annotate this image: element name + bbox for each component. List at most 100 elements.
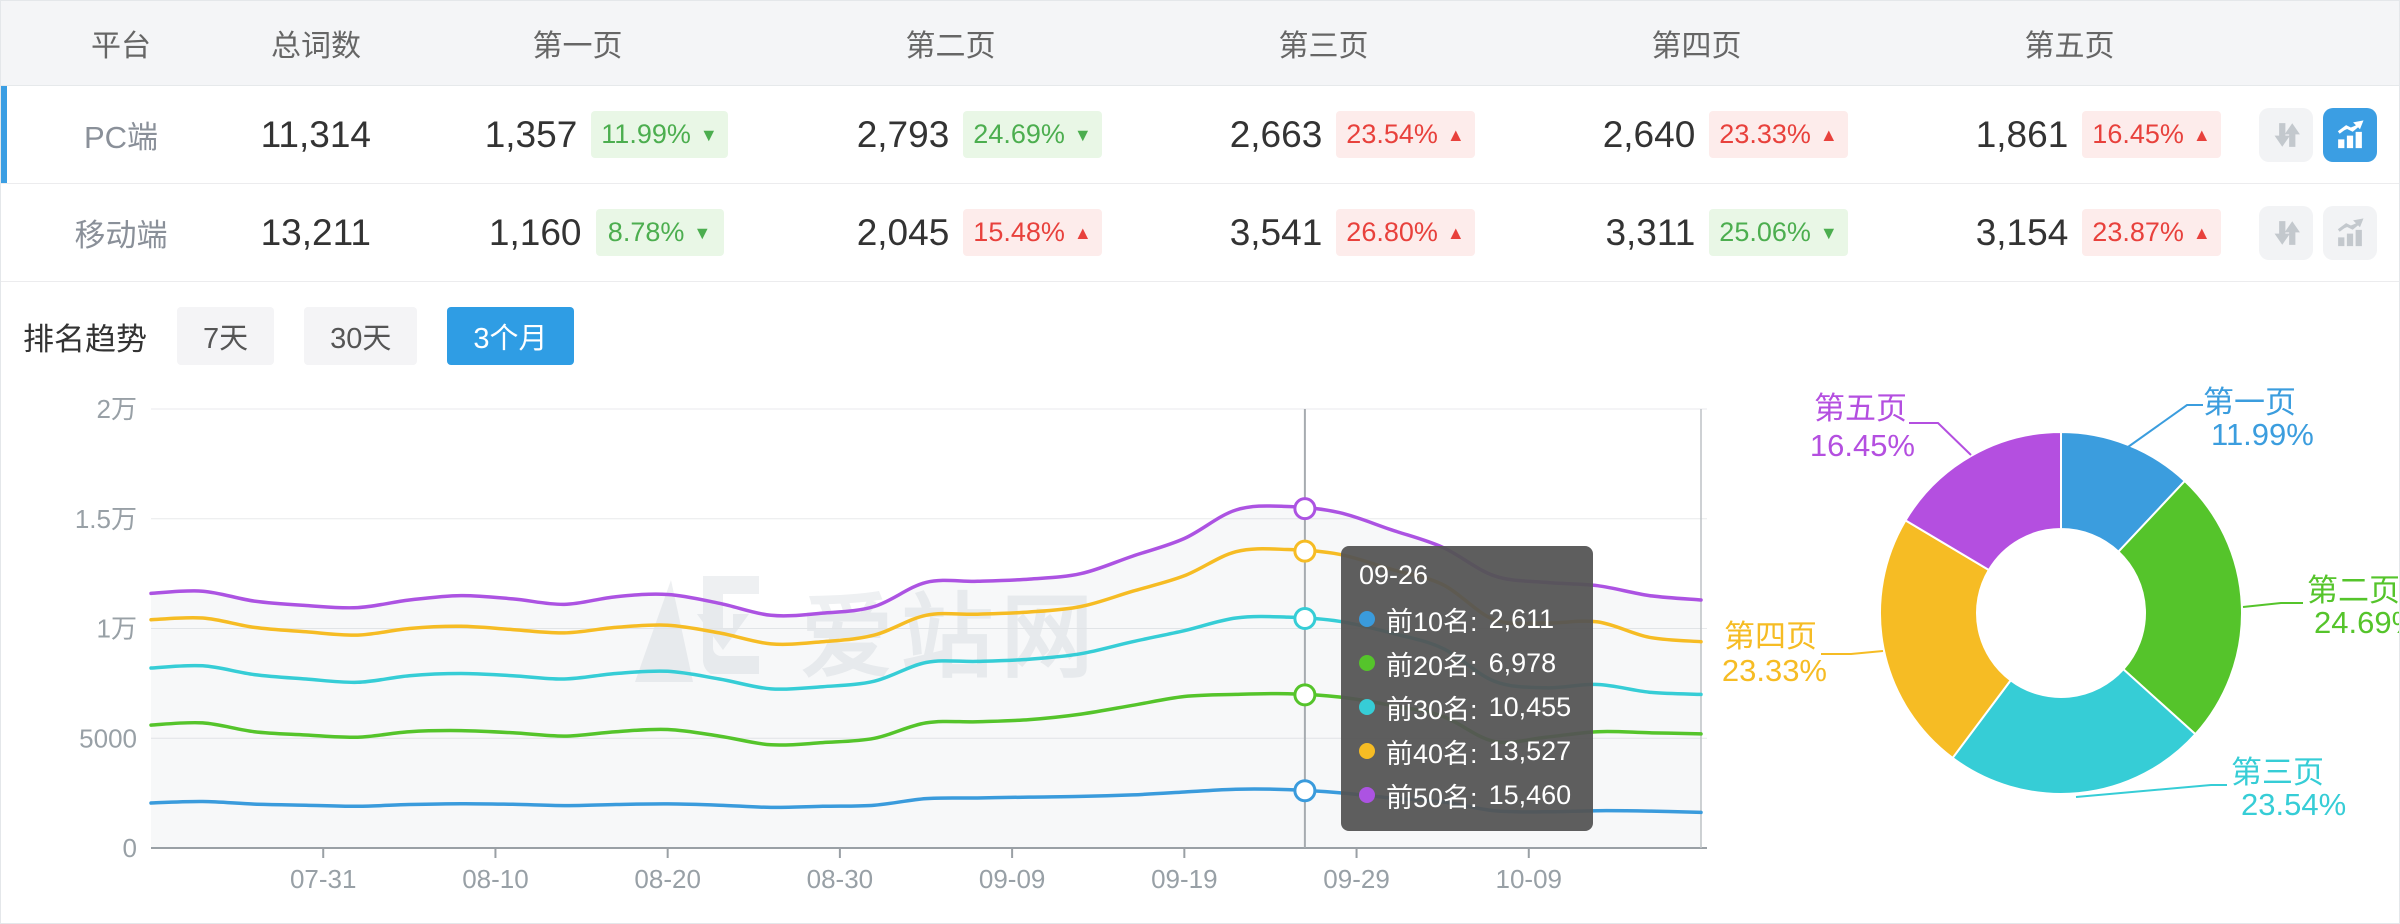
- tooltip-item: 前30名 10,455: [1359, 685, 1575, 729]
- donut-label-name-1: 第二页: [2307, 573, 2400, 608]
- series-dot-icon: [1359, 699, 1375, 715]
- trend-arrow-icon: [700, 126, 718, 144]
- page3-cell: 2,663 23.54%: [1137, 111, 1510, 158]
- trend-chart-button[interactable]: [2323, 205, 2377, 260]
- page5-change-pct: 16.45%: [2092, 119, 2184, 149]
- line-chart-icon: [2337, 119, 2364, 148]
- trend-arrow-icon: [1074, 224, 1092, 242]
- x-axis-label: 08-10: [462, 864, 529, 894]
- page2-change-pct: 24.69%: [973, 119, 1065, 149]
- trend-arrow-icon: [1447, 224, 1465, 242]
- page1-cell: 1,357 11.99%: [391, 111, 764, 158]
- page4-change-pct: 25.06%: [1719, 217, 1811, 247]
- page5-cell: 1,861 16.45%: [1883, 111, 2256, 158]
- donut-slice-2[interactable]: [1951, 667, 2197, 795]
- donut-label-percent-3: 23.33%: [1722, 653, 1827, 688]
- page1-count: 1,357: [484, 113, 578, 155]
- page3-change-badge: 23.54%: [1336, 111, 1475, 158]
- table-row-mobile[interactable]: 移动端 13,211 1,160 8.78% 2,045 15.48% 3,54…: [1, 184, 2399, 282]
- area-fill: [151, 505, 1701, 848]
- up-down-arrows-icon: [2274, 220, 2300, 245]
- page1-cell: 1,160 8.78%: [391, 209, 764, 256]
- column-header-total-words: 总词数: [271, 30, 361, 63]
- hover-marker-3: [1293, 539, 1317, 563]
- donut-leader-line-4: [1909, 422, 1972, 456]
- page1-count: 1,160: [488, 211, 582, 253]
- donut-label-name-4: 第五页: [1814, 391, 1907, 426]
- page2-change-pct: 15.48%: [973, 217, 1065, 247]
- donut-slice-3[interactable]: [1879, 519, 2013, 760]
- page1-change-badge: 8.78%: [595, 209, 724, 256]
- page5-count: 1,861: [1975, 113, 2069, 155]
- page5-change-badge: 23.87%: [2082, 209, 2221, 256]
- tooltip-item: 前50名 15,460: [1359, 773, 1575, 817]
- rank-change-button[interactable]: [2259, 107, 2313, 162]
- page3-change-pct: 23.54%: [1346, 119, 1438, 149]
- platform-label: 移动端: [74, 218, 168, 253]
- page5-change-pct: 23.87%: [2092, 217, 2184, 247]
- page2-change-badge: 15.48%: [963, 209, 1102, 256]
- page2-change-badge: 24.69%: [963, 111, 1102, 158]
- donut-label-percent-2: 23.54%: [2241, 787, 2346, 822]
- series-dot-icon: [1359, 787, 1375, 803]
- column-header-platform: 平台: [91, 30, 151, 63]
- x-axis-label: 10-09: [1496, 864, 1563, 894]
- donut-label-name-3: 第四页: [1724, 619, 1817, 654]
- line-chart-icon: [2337, 217, 2364, 246]
- tab-30-days[interactable]: 30天: [304, 307, 418, 365]
- tab-7-days[interactable]: 7天: [177, 307, 275, 365]
- page1-change-pct: 8.78%: [607, 217, 685, 247]
- page2-count: 2,045: [856, 211, 950, 253]
- page2-count: 2,793: [856, 113, 950, 155]
- tab-3-months[interactable]: 3个月: [447, 307, 574, 365]
- page3-count: 3,541: [1229, 211, 1323, 253]
- page2-cell: 2,793 24.69%: [764, 111, 1137, 158]
- table-header-row: 平台 总词数 第一页 第二页 第三页 第四页 第五页: [1, 1, 2399, 86]
- donut-label-percent-4: 16.45%: [1810, 428, 1915, 463]
- y-axis-label: 5000: [79, 723, 137, 753]
- page4-cell: 2,640 23.33%: [1510, 111, 1883, 158]
- donut-slice-4[interactable]: [1904, 430, 2062, 572]
- page5-change-badge: 16.45%: [2082, 111, 2221, 158]
- trend-arrow-icon: [1820, 126, 1838, 144]
- x-axis-label: 09-29: [1323, 864, 1390, 894]
- page1-change-pct: 11.99%: [601, 119, 691, 149]
- trend-arrow-icon: [2193, 126, 2211, 144]
- column-header-page3: 第三页: [1278, 30, 1369, 63]
- page4-count: 3,311: [1605, 211, 1696, 253]
- rank-change-button[interactable]: [2259, 205, 2313, 260]
- y-axis-label: 2万: [97, 394, 137, 424]
- trend-arrow-icon: [1820, 224, 1838, 242]
- donut-leader-line-0: [2127, 404, 2203, 448]
- page4-cell: 3,311 25.06%: [1510, 209, 1883, 256]
- trend-section-title: 排名趋势: [23, 321, 147, 357]
- ranking-trend-line-chart[interactable]: 0 5000 1万 1.5万 2万 07-31 08-10 08-20 08-30 09-09 09…: [1, 371, 1741, 924]
- page5-cell: 3,154 23.87%: [1883, 209, 2256, 256]
- page3-change-badge: 26.80%: [1336, 209, 1475, 256]
- donut-leader-line-3: [1821, 650, 1884, 655]
- column-header-page1: 第一页: [532, 30, 623, 63]
- donut-label-name-0: 第一页: [2203, 385, 2296, 420]
- trend-arrow-icon: [693, 224, 711, 242]
- x-axis-label: 09-09: [979, 864, 1046, 894]
- page4-change-badge: 23.33%: [1709, 111, 1848, 158]
- trend-arrow-icon: [2193, 224, 2211, 242]
- platform-label: PC端: [83, 120, 159, 155]
- donut-slice-1[interactable]: [2117, 479, 2243, 736]
- column-header-page4: 第四页: [1651, 30, 1742, 63]
- total-words-value: 11,314: [260, 113, 371, 155]
- table-row-pc[interactable]: PC端 11,314 1,357 11.99% 2,793 24.69% 2,6…: [1, 86, 2399, 184]
- series-dot-icon: [1359, 743, 1375, 759]
- column-header-page2: 第二页: [905, 30, 996, 63]
- column-header-page5: 第五页: [2024, 30, 2115, 63]
- trend-chart-button[interactable]: [2323, 107, 2377, 162]
- trend-arrow-icon: [1074, 126, 1092, 144]
- page5-count: 3,154: [1975, 211, 2069, 253]
- tooltip-item: 前40名 13,527: [1359, 729, 1575, 773]
- y-axis-label: 1.5万: [75, 504, 137, 534]
- y-axis-label: 1万: [97, 614, 137, 644]
- trend-section-header: 排名趋势 7天 30天 3个月: [23, 307, 574, 365]
- trend-arrow-icon: [1447, 126, 1465, 144]
